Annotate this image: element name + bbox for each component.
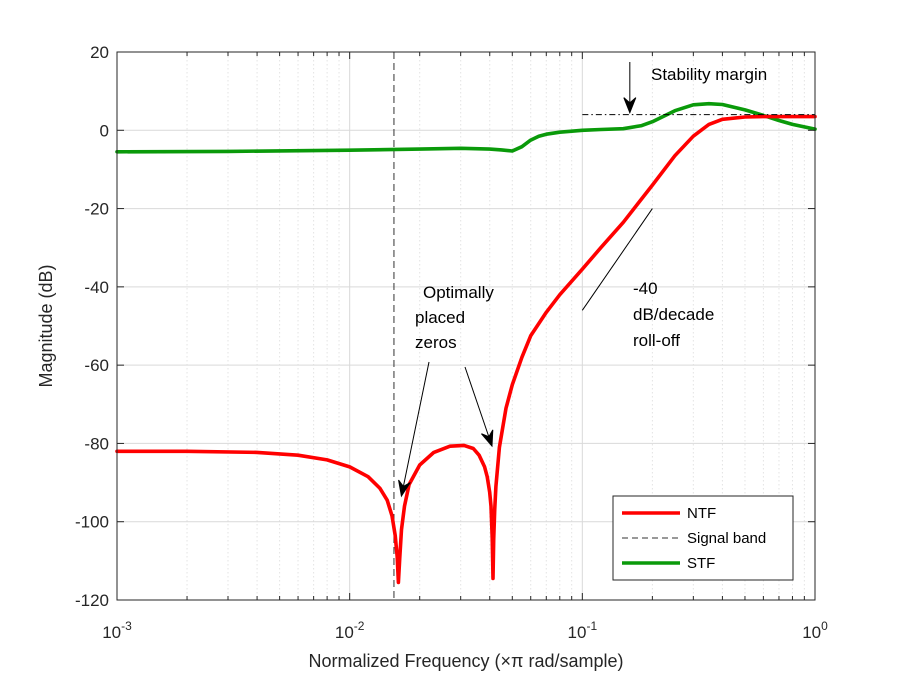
zero2-arrow-shaft bbox=[464, 366, 493, 447]
x-tick-exponent: -3 bbox=[121, 619, 132, 633]
legend: NTF Signal band STF bbox=[612, 495, 794, 581]
x-tick-exponent: -1 bbox=[586, 619, 597, 633]
rolloff-guide-line bbox=[581, 208, 653, 311]
legend-label: STF bbox=[687, 555, 715, 572]
zero2-arrow-head bbox=[481, 429, 494, 448]
x-tick-base: 10 bbox=[335, 623, 354, 642]
y-tick-label: 0 bbox=[100, 121, 109, 140]
zero1-arrow-head bbox=[398, 479, 411, 498]
y-tick-label: -120 bbox=[75, 591, 109, 610]
axes bbox=[116, 51, 816, 601]
x-tick-label: 10-1 bbox=[568, 619, 598, 642]
stability-arrow-head bbox=[623, 97, 637, 114]
y-tick-label: -20 bbox=[84, 200, 109, 219]
zeros-label-line: zeros bbox=[415, 333, 457, 352]
y-tick-label: -40 bbox=[84, 278, 109, 297]
x-tick-exponent: 0 bbox=[821, 619, 828, 633]
y-tick-label: -60 bbox=[84, 356, 109, 375]
x-tick-label: 10-2 bbox=[335, 619, 365, 642]
x-tick-exponent: -2 bbox=[354, 619, 365, 633]
series-line-stf bbox=[115, 101, 817, 154]
rolloff-label: -40 dB/decade roll-off bbox=[633, 279, 714, 350]
x-tick-base: 10 bbox=[102, 623, 121, 642]
zeros-label: Optimally placed zeros bbox=[415, 283, 494, 352]
y-tick-label: 20 bbox=[90, 43, 109, 62]
y-axis-label: Magnitude (dB) bbox=[36, 264, 56, 387]
legend-label: NTF bbox=[687, 505, 716, 522]
annotation-layer: Stability margin Optimally placed zeros -40 d… bbox=[398, 62, 815, 498]
x-axis-label: Normalized Frequency (×π rad/sample) bbox=[308, 651, 623, 671]
y-tick-label: -80 bbox=[84, 434, 109, 453]
rolloff-label-line: -40 bbox=[633, 279, 658, 298]
stability-margin-label: Stability margin bbox=[651, 65, 767, 84]
plot-frame bbox=[116, 51, 816, 601]
series-layer bbox=[115, 101, 817, 585]
zeros-label-line: placed bbox=[415, 308, 465, 327]
x-tick-label: 100 bbox=[802, 619, 828, 642]
zeros-label-line: Optimally bbox=[423, 283, 494, 302]
series-line-ntf bbox=[115, 114, 817, 585]
x-tick-label: 10-3 bbox=[102, 619, 132, 642]
legend-label: Signal band bbox=[687, 530, 766, 547]
x-tick-base: 10 bbox=[802, 623, 821, 642]
rolloff-label-line: dB/decade bbox=[633, 305, 714, 324]
zero1-arrow-shaft bbox=[400, 361, 430, 497]
rolloff-label-line: roll-off bbox=[633, 331, 680, 350]
x-tick-base: 10 bbox=[568, 623, 587, 642]
y-tick-label: -100 bbox=[75, 513, 109, 532]
